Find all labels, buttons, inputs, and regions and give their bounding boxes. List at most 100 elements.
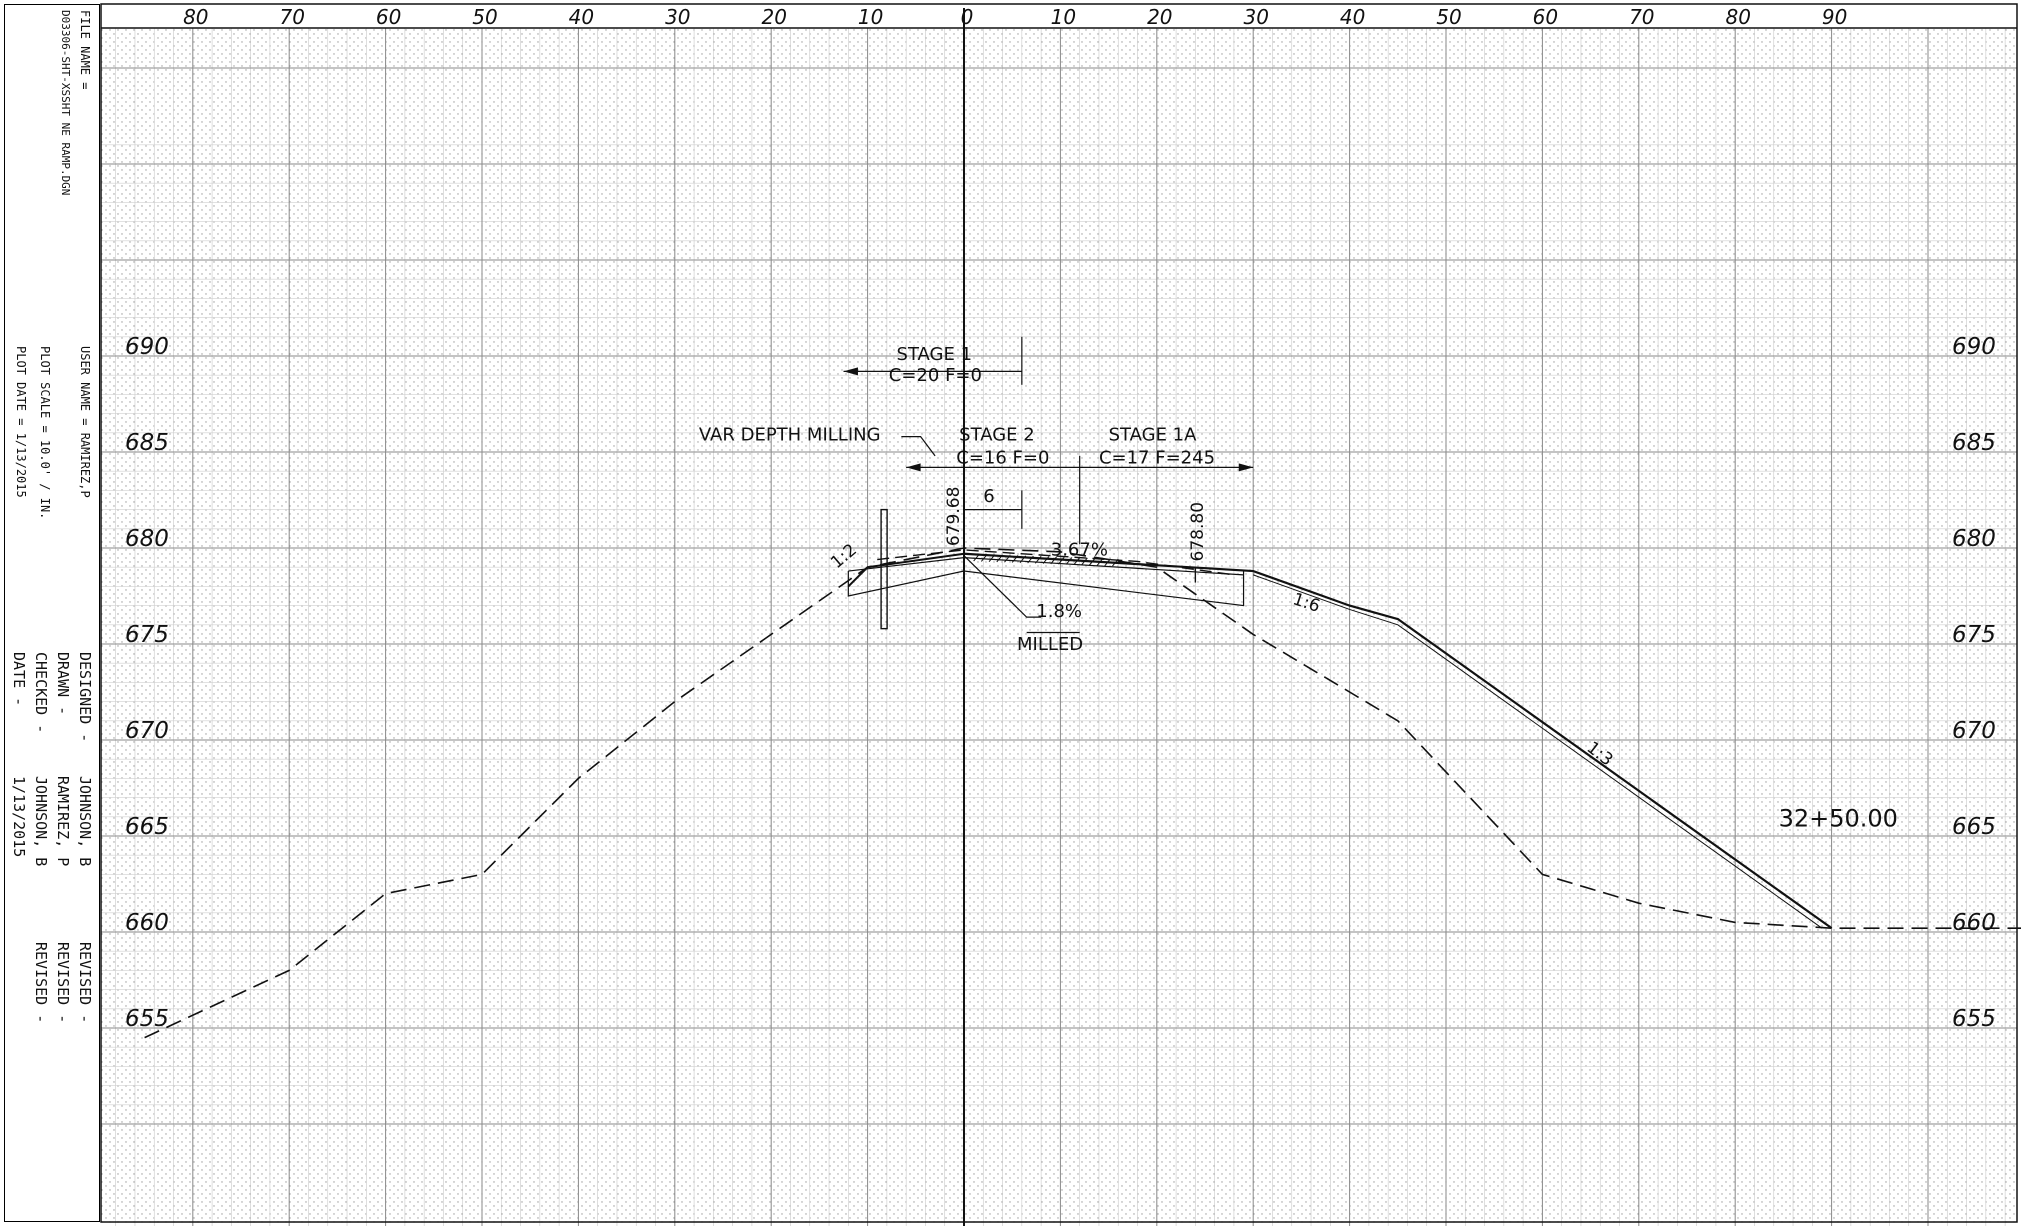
elevation-label-left: 670	[125, 718, 169, 744]
offset-label: 50	[1436, 5, 1461, 29]
milling-hatch	[1112, 558, 1119, 567]
slope-pct-label: 3.67%	[1051, 540, 1108, 561]
elevation-label-right: 675	[1952, 622, 1996, 648]
offset-label: 10	[858, 5, 883, 29]
milling-hatch	[980, 554, 988, 562]
offset-label: 40	[569, 5, 594, 29]
milling-hatch	[1034, 555, 1042, 564]
designed-label: DESIGNED -	[76, 652, 94, 743]
dotted-field	[101, 28, 2017, 1224]
dim-6-label: 6	[983, 486, 994, 507]
milling-hatch	[1058, 556, 1065, 565]
date-label: DATE -	[10, 652, 28, 707]
milling-hatch	[1096, 558, 1104, 566]
plot-date: PLOT DATE = 1/13/2015	[14, 346, 28, 498]
offset-label: 20	[1147, 5, 1172, 29]
milling-hatch	[988, 554, 996, 562]
offset-label: 0	[961, 5, 974, 29]
milling-hatch	[973, 553, 980, 562]
stage1-label: STAGE 1	[897, 344, 973, 365]
milling-hatch	[1073, 557, 1081, 566]
milling-leader	[901, 436, 936, 457]
elevation-label-right: 670	[1952, 718, 1996, 744]
guardrail-post	[880, 508, 888, 630]
elevation-label-right: 665	[1952, 814, 1996, 840]
designed-value: JOHNSON, B	[76, 776, 94, 867]
milling-hatch	[1088, 557, 1096, 566]
existing-ground-line	[144, 547, 2021, 1039]
milling-hatch	[1004, 554, 1011, 563]
milling-hatch	[996, 554, 1003, 563]
cross-slope-label: 1.8%	[1036, 601, 1082, 622]
elevation-label-left: 690	[125, 334, 169, 360]
offset-label: 50	[472, 5, 497, 29]
stage2-arrowhead	[906, 463, 921, 472]
milling-hatch	[1042, 556, 1050, 564]
stage2-label: STAGE 2	[959, 424, 1035, 445]
drawn-value: RAMIREZ, P	[54, 776, 72, 867]
proposed-left-slope	[847, 552, 965, 588]
revised-1: REVISED -	[76, 942, 94, 1024]
user-name: USER NAME = RAMIREZ,P	[78, 346, 92, 498]
milling-hatch	[1011, 555, 1019, 563]
milling-hatch	[1104, 558, 1111, 567]
offset-label: 70	[279, 5, 304, 29]
checked-label: CHECKED -	[32, 652, 50, 734]
milling-label: VAR DEPTH MILLING	[699, 424, 881, 445]
milled-label: MILLED	[1017, 634, 1083, 655]
elevation-label-right: 680	[1952, 526, 1996, 552]
checked-value: JOHNSON, B	[32, 776, 50, 867]
plot-scale: PLOT SCALE = 10.0' / IN.	[38, 346, 52, 520]
drawn-label: DRAWN -	[54, 652, 72, 716]
milling-hatch	[1027, 555, 1034, 564]
elevation-label-left: 665	[125, 814, 169, 840]
milling-hatch	[1050, 556, 1057, 565]
elevation-label-right: 655	[1952, 1006, 1996, 1032]
elev-right-label: 678.80	[1188, 502, 1208, 561]
elevation-label-right: 685	[1952, 430, 1996, 456]
date-value: 1/13/2015	[10, 776, 28, 858]
milling-hatch	[1065, 557, 1073, 565]
proposed-right-slope-inner	[1253, 574, 1823, 929]
title-block	[4, 4, 100, 1222]
stage1a-label: STAGE 1A	[1109, 424, 1198, 445]
elevation-label-left: 685	[125, 430, 169, 456]
file-name-value: D03306-SHT-XSSHT NE RAMP.DGN	[59, 10, 72, 196]
elevation-label-left: 675	[125, 622, 169, 648]
stage1-cf-label: C=20 F=0	[889, 365, 982, 386]
offset-label: 60	[1533, 5, 1558, 29]
cross-slope-leader	[963, 555, 1042, 618]
stage1a-cf-label: C=17 F=245	[1099, 448, 1215, 469]
elevation-label-right: 690	[1952, 334, 1996, 360]
offset-label: 80	[183, 5, 208, 29]
milling-hatch	[1081, 557, 1088, 566]
file-name-label: FILE NAME =	[78, 10, 92, 90]
offset-label: 90	[1822, 5, 1847, 29]
revised-2: REVISED -	[54, 942, 72, 1024]
proposed-right-slope	[963, 552, 1833, 930]
elevation-label-left: 680	[125, 526, 169, 552]
offset-label: 80	[1725, 5, 1750, 29]
offset-label: 30	[1243, 5, 1268, 29]
revised-3: REVISED -	[32, 942, 50, 1024]
elevation-label-left: 655	[125, 1006, 169, 1032]
offset-label: 60	[376, 5, 401, 29]
elevation-label-left: 660	[125, 910, 169, 936]
stage1a-arrowhead	[1238, 463, 1254, 472]
stage1-arrowhead	[843, 367, 858, 376]
elev-left-label: 679.68	[944, 487, 964, 546]
stage2-cf-label: C=16 F=0	[956, 448, 1049, 469]
elevation-label-right: 660	[1952, 910, 1996, 936]
offset-label: 10	[1051, 5, 1076, 29]
offset-label: 70	[1629, 5, 1654, 29]
station-label: 32+50.00	[1779, 804, 1898, 832]
milling-hatch	[1019, 555, 1027, 564]
offset-label: 20	[761, 5, 786, 29]
pavement-bottom	[847, 570, 1245, 607]
pavement-top	[877, 549, 1235, 576]
offset-label: 40	[1340, 5, 1365, 29]
plot-border	[100, 3, 2018, 1223]
offset-label: 30	[665, 5, 690, 29]
